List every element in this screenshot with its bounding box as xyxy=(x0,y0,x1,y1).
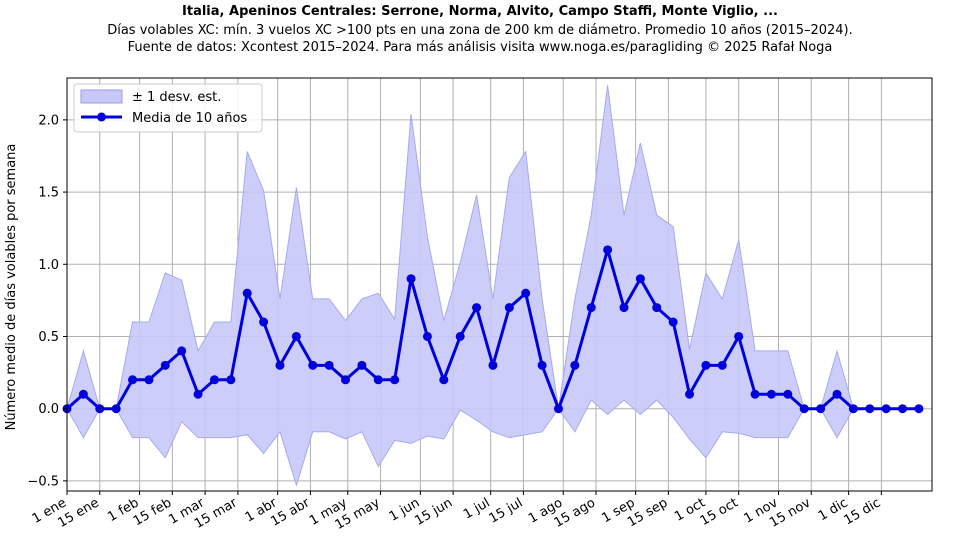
data-point xyxy=(881,404,891,414)
data-point xyxy=(439,375,449,385)
data-point xyxy=(717,360,727,370)
y-tick-label: −0.5 xyxy=(27,474,59,489)
mean-series xyxy=(62,245,924,414)
data-point xyxy=(177,346,187,356)
data-point xyxy=(472,303,482,313)
data-point xyxy=(586,303,596,313)
data-point xyxy=(357,360,367,370)
x-tick-label: 15 jul xyxy=(487,495,526,526)
data-point xyxy=(816,404,826,414)
data-point xyxy=(242,288,252,298)
data-point xyxy=(783,389,793,399)
data-point xyxy=(914,404,924,414)
y-tick-label: 1.0 xyxy=(38,258,59,273)
data-point xyxy=(488,360,498,370)
data-point xyxy=(898,404,908,414)
data-point xyxy=(685,389,695,399)
data-point xyxy=(291,331,301,341)
data-point xyxy=(865,404,875,414)
x-tick-label: 15 feb xyxy=(131,495,174,529)
std-band-area xyxy=(66,85,919,487)
data-point xyxy=(553,404,563,414)
x-tick-label: 15 jun xyxy=(412,495,455,528)
data-point xyxy=(422,331,432,341)
legend-line-marker xyxy=(97,112,106,122)
data-point xyxy=(128,375,138,385)
data-point xyxy=(324,360,334,370)
x-tick-label: 15 dic xyxy=(842,495,884,528)
data-point xyxy=(455,331,465,341)
y-tick-label: 0.5 xyxy=(38,330,59,345)
data-point xyxy=(570,360,580,370)
data-point xyxy=(504,303,514,313)
data-point xyxy=(766,389,776,399)
data-point xyxy=(635,274,645,284)
data-point xyxy=(209,375,219,385)
data-point xyxy=(537,360,547,370)
data-point xyxy=(193,389,203,399)
data-point xyxy=(603,245,613,255)
data-point xyxy=(111,404,121,414)
data-point xyxy=(668,317,678,327)
y-tick-label: 1.5 xyxy=(38,186,59,201)
legend: ± 1 desv. est. Media de 10 años xyxy=(73,83,263,133)
data-point xyxy=(160,360,170,370)
data-point xyxy=(406,274,416,284)
data-point xyxy=(799,404,809,414)
legend-series-label: Media de 10 años xyxy=(132,111,247,126)
legend-band-label: ± 1 desv. est. xyxy=(132,90,221,105)
data-point xyxy=(341,375,351,385)
data-point xyxy=(832,389,842,399)
data-point xyxy=(848,404,858,414)
data-point xyxy=(701,360,711,370)
data-point xyxy=(734,331,744,341)
std-band xyxy=(66,85,919,487)
x-tick-label: 15 oct xyxy=(698,495,741,528)
data-point xyxy=(78,389,88,399)
plot-border xyxy=(66,77,933,492)
plot-frame xyxy=(66,77,933,492)
data-point xyxy=(308,360,318,370)
y-tick-label: 0.0 xyxy=(38,402,59,417)
data-point xyxy=(259,317,269,327)
data-point xyxy=(390,375,400,385)
data-point xyxy=(750,389,760,399)
y-tick-label: 2.0 xyxy=(38,113,59,128)
y-axis-label: Número medio de días volables por semana xyxy=(4,144,19,431)
x-tick-label: 1 jul xyxy=(461,495,493,522)
data-point xyxy=(95,404,105,414)
chart-source: Fuente de datos: Xcontest 2015–2024. Par… xyxy=(127,40,833,55)
x-tick-label: 15 abr xyxy=(268,495,313,529)
chart-title: Italia, Apeninos Centrales: Serrone, Nor… xyxy=(182,4,778,19)
chart-subtitle: Días volables XC: mín. 3 vuelos XC >100 … xyxy=(107,23,853,38)
data-point xyxy=(226,375,236,385)
data-point xyxy=(275,360,285,370)
data-point xyxy=(373,375,383,385)
data-point xyxy=(619,303,629,313)
data-point xyxy=(521,288,531,298)
data-point xyxy=(652,303,662,313)
data-point xyxy=(144,375,154,385)
legend-band-swatch xyxy=(80,89,123,104)
y-axis: −0.5 0.0 0.5 1.0 1.5 2.0 xyxy=(27,113,67,489)
